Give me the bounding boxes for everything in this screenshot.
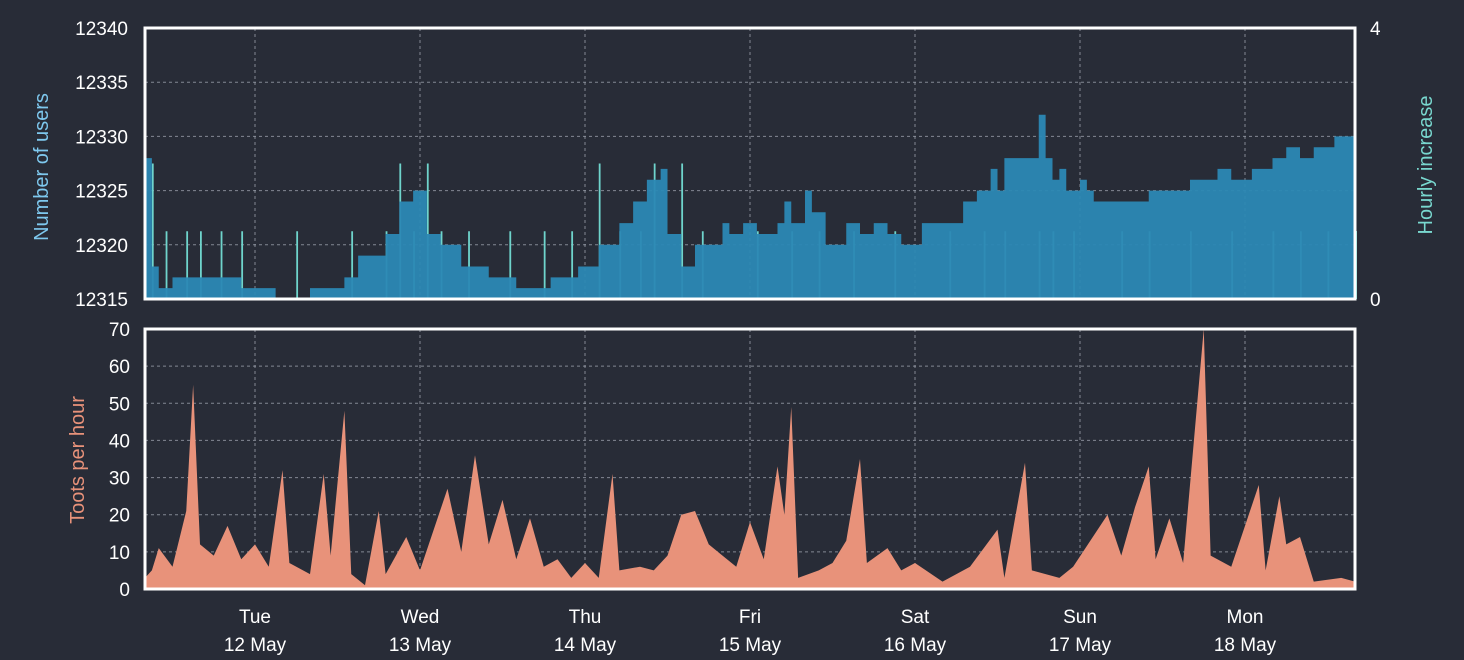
users-panel-frame: [143, 26, 1357, 301]
y-tick-label: 12340: [75, 19, 128, 40]
x-tick-date: 14 May: [554, 635, 617, 656]
x-tick-date: 16 May: [884, 635, 947, 656]
hourly-increase-bar: [186, 231, 189, 299]
x-tick-day: Thu: [569, 607, 602, 628]
hourly-increase-bar: [351, 231, 354, 299]
x-tick-day: Fri: [739, 607, 761, 628]
y-tick-label: 12335: [75, 73, 128, 94]
hourly-increase-bar: [571, 231, 574, 299]
x-tick-date: 13 May: [389, 635, 452, 656]
hourly-increase-bar: [296, 231, 299, 299]
users-area-series: [145, 28, 1355, 299]
toots-panel: 0 10 20 30 40 50 60 70 Tue 12 May Wed 13 May Thu 14 …: [67, 320, 1357, 656]
y-tick-label: 10: [109, 543, 130, 564]
date-x-ticks: Tue 12 May Wed 13 May Thu 14 May Fri 15 May Sat 1…: [224, 607, 1277, 656]
users-y-axis-label: Number of users: [31, 93, 53, 241]
y-tick-label: 12315: [75, 290, 128, 311]
y-tick-label: 0: [119, 580, 130, 601]
hourly-increase-bar: [241, 231, 244, 299]
y-tick-label: 50: [109, 394, 130, 415]
hourly-increase-bar: [426, 163, 429, 299]
toots-area-series: [145, 329, 1355, 589]
y-tick-label: 12325: [75, 182, 128, 203]
y-tick-label: 20: [109, 506, 130, 527]
y-tick-label: 40: [109, 431, 130, 452]
hourly-increase-bar: [220, 231, 223, 299]
x-tick-date: 12 May: [224, 635, 287, 656]
toots-y-axis-label: Toots per hour: [67, 396, 89, 524]
y-tick-label: 12330: [75, 127, 128, 148]
x-tick-date: 15 May: [719, 635, 782, 656]
hourly-increase-bar: [165, 231, 168, 299]
y-tick-label: 12320: [75, 236, 128, 257]
x-tick-day: Mon: [1227, 607, 1264, 628]
x-tick-date: 18 May: [1214, 635, 1277, 656]
hourly-increase-bar: [598, 163, 601, 299]
hourly-increase-bar: [509, 231, 512, 299]
hourly-increase-bar: [543, 231, 546, 299]
y-tick-label: 60: [109, 357, 130, 378]
hourly-y2-ticks: 04: [1370, 19, 1381, 311]
hourly-increase-bar: [200, 231, 202, 299]
x-tick-day: Wed: [401, 607, 440, 628]
x-tick-day: Tue: [239, 607, 271, 628]
hourly-y2-axis-label: Hourly increase: [1415, 96, 1437, 235]
hourly-increase-bar: [681, 163, 684, 299]
hourly-increase-bar: [468, 231, 470, 299]
y-tick-label: 30: [109, 469, 130, 490]
x-tick-day: Sun: [1063, 607, 1097, 628]
toots-y-ticks: 0 10 20 30 40 50 60 70: [109, 320, 130, 601]
hourly-increase-bar: [151, 163, 154, 299]
toots-panel-frame: [143, 327, 1357, 591]
users-y-ticks: 12315 12320 12325 12330 12335 12340: [75, 19, 128, 311]
y2-tick-label: 0: [1370, 290, 1381, 311]
y2-tick-label: 4: [1370, 19, 1381, 40]
x-tick-day: Sat: [901, 607, 930, 628]
x-tick-date: 17 May: [1049, 635, 1112, 656]
y-tick-label: 70: [109, 320, 130, 341]
